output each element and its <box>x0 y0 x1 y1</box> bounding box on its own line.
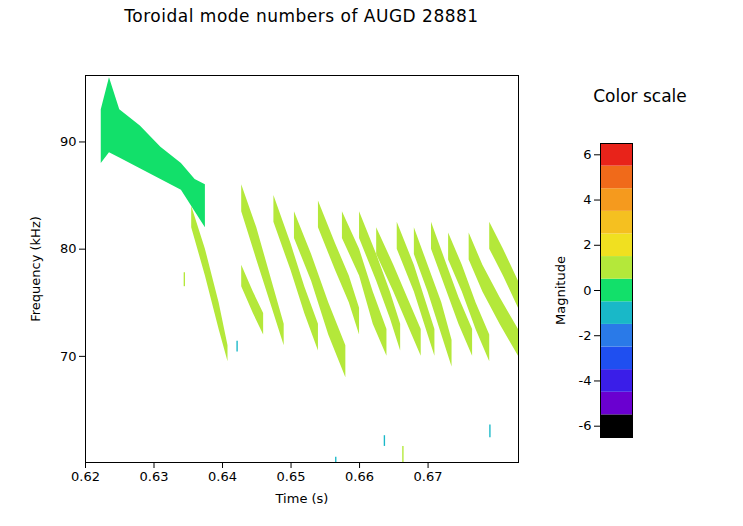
svg-text:80: 80 <box>60 241 77 256</box>
svg-text:6: 6 <box>583 147 591 162</box>
svg-text:-2: -2 <box>579 328 592 343</box>
html-text:Toroidal mode numbers of AUGD: Toroidal mode numbers of AUGD 28881 <box>124 6 479 26</box>
svg-text:0.63: 0.63 <box>140 469 169 484</box>
svg-text:0.64: 0.64 <box>208 469 237 484</box>
svg-text:Magnitude: Magnitude <box>553 256 568 325</box>
svg-text:70: 70 <box>60 349 77 364</box>
svg-text:2: 2 <box>583 237 591 252</box>
svg-text:90: 90 <box>60 134 77 149</box>
html-text:Color scale: Color scale <box>593 86 687 106</box>
svg-text:4: 4 <box>583 192 591 207</box>
svg-text:0.65: 0.65 <box>277 469 306 484</box>
svg-text:-6: -6 <box>579 418 592 433</box>
svg-text:0.67: 0.67 <box>414 469 443 484</box>
svg-text:Frequency (kHz): Frequency (kHz) <box>28 216 43 322</box>
svg-text:0.66: 0.66 <box>345 469 374 484</box>
svg-text:-4: -4 <box>579 373 592 388</box>
svg-text:0.62: 0.62 <box>71 469 100 484</box>
svg-text:0: 0 <box>583 283 591 298</box>
svg-text:Time (s): Time (s) <box>275 491 329 506</box>
